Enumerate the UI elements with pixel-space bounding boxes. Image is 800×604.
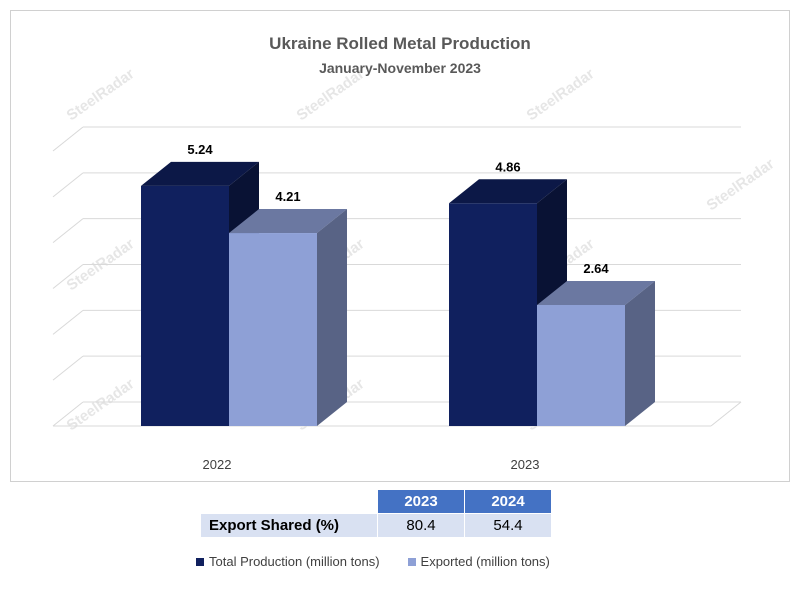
data-label: 5.24	[187, 142, 213, 157]
table-corner	[201, 490, 378, 514]
category-label: 2022	[203, 457, 232, 472]
data-label: 4.86	[495, 159, 520, 174]
legend-item-exported: Exported (million tons)	[407, 554, 550, 569]
gridline-side	[52, 309, 84, 335]
legend-swatch-exported	[407, 557, 416, 566]
gridline-side	[52, 264, 84, 289]
gridline-side	[52, 172, 84, 198]
bar-top	[229, 209, 347, 234]
bar-front	[229, 233, 317, 426]
chart-legend: Total Production (million tons) Exported…	[196, 554, 550, 569]
table-col-2023: 2023	[377, 489, 465, 514]
chart-title: Ukraine Rolled Metal Production	[269, 34, 531, 53]
chart-frame: SteelRadar SteelRadar SteelRadar SteelRadar…	[10, 10, 790, 482]
watermark-text: SteelRadar	[64, 65, 138, 124]
legend-label-total: Total Production (million tons)	[209, 554, 380, 569]
bar-side	[317, 209, 347, 426]
legend-label-exported: Exported (million tons)	[420, 554, 550, 569]
table-cell-2024: 54.4	[464, 513, 552, 538]
bar-front	[449, 203, 537, 426]
table-cell-2023: 80.4	[377, 513, 465, 538]
floor-side	[710, 401, 742, 427]
watermark-text: SteelRadar	[704, 155, 778, 214]
labels-layer: 5.24 4.21 2022 4.86 2.64 2023	[187, 142, 609, 472]
bar-top	[449, 179, 567, 204]
bar-side	[625, 281, 655, 426]
export-share-table: 2023 2024 Export Shared (%) 80.4 54.4	[200, 489, 552, 538]
gridline-side	[52, 401, 84, 427]
table-header-row: 2023 2024	[201, 489, 552, 514]
watermark-text: SteelRadar	[524, 65, 598, 124]
chart-svg: SteelRadar SteelRadar SteelRadar SteelRadar…	[52, 34, 778, 472]
bar-top	[537, 281, 655, 305]
data-label: 4.21	[275, 189, 300, 204]
bars-layer	[141, 161, 655, 427]
table-col-2024: 2024	[464, 489, 552, 514]
data-label: 2.64	[583, 261, 609, 276]
legend-swatch-total	[196, 557, 204, 566]
bar-front	[141, 185, 229, 426]
gridline-side	[52, 218, 84, 244]
gridline-side	[52, 355, 84, 381]
table-row: Export Shared (%) 80.4 54.4	[200, 513, 552, 538]
gridline-side	[52, 126, 84, 152]
table-row-label: Export Shared (%)	[200, 513, 378, 538]
category-label: 2023	[511, 457, 540, 472]
bar-front	[537, 305, 625, 426]
watermark-text: SteelRadar	[64, 375, 138, 434]
bar-top	[141, 161, 259, 186]
legend-item-total: Total Production (million tons)	[196, 554, 380, 569]
chart-subtitle: January-November 2023	[319, 60, 481, 76]
